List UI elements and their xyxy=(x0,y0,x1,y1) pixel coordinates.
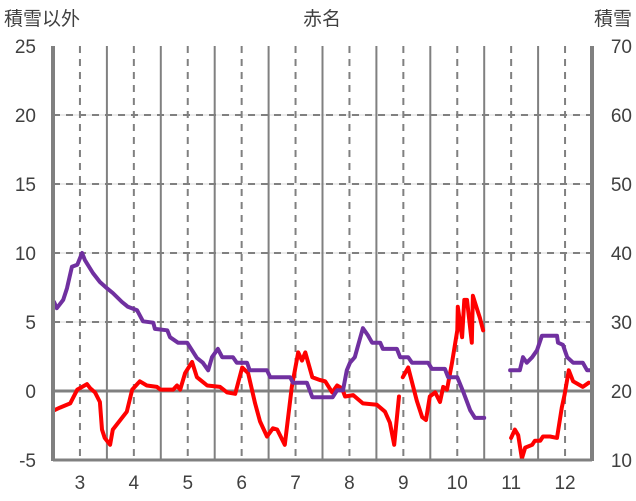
x-tick-label: 11 xyxy=(501,473,521,494)
x-tick-label: 9 xyxy=(398,473,409,494)
x-tick-label: 7 xyxy=(290,473,301,494)
x-tick-label: 12 xyxy=(554,473,575,494)
x-tick-label: 8 xyxy=(344,473,355,494)
right-tick-label: 10 xyxy=(611,451,632,472)
series-line-snow-depth xyxy=(508,333,592,373)
left-tick-label: 10 xyxy=(15,244,36,265)
right-tick-label: 30 xyxy=(611,313,632,334)
left-axis-title: 積雪以外 xyxy=(4,8,80,30)
grid xyxy=(53,46,592,460)
series-line-other-than-snow xyxy=(400,293,486,422)
right-axis-title: 積雪 xyxy=(594,8,632,30)
right-tick-label: 60 xyxy=(611,106,632,127)
right-tick-label: 50 xyxy=(611,175,632,196)
right-tick-label: 70 xyxy=(611,37,632,58)
left-tick-label: 15 xyxy=(15,175,36,196)
series-line-snow-depth xyxy=(52,251,487,420)
chart-title: 赤名 xyxy=(303,8,341,30)
right-tick-label: 20 xyxy=(611,382,632,403)
plot-frame xyxy=(51,46,594,462)
x-tick-label: 10 xyxy=(447,473,468,494)
x-tick-label: 3 xyxy=(75,473,86,494)
x-tick-label: 4 xyxy=(129,473,140,494)
x-tick-label: 6 xyxy=(236,473,247,494)
series-lines xyxy=(52,251,592,461)
x-tick-label: 5 xyxy=(182,473,193,494)
left-tick-label: 25 xyxy=(15,37,36,58)
series-line-other-than-snow xyxy=(509,368,591,461)
left-tick-label: 20 xyxy=(15,106,36,127)
left-tick-label: 5 xyxy=(25,313,36,334)
series-line-other-than-snow xyxy=(52,350,401,447)
left-tick-label: -5 xyxy=(19,451,36,472)
right-tick-label: 40 xyxy=(611,244,632,265)
tick-labels: 25 70 20 60 15 50 10 40 5 30 0 20 -5 10 3 4 5 6 7 8 9 10 11 12 xyxy=(15,37,632,494)
left-tick-label: 0 xyxy=(25,382,36,403)
